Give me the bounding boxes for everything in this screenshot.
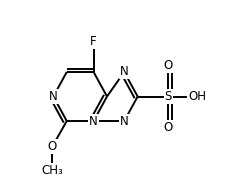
Text: S: S — [165, 90, 172, 103]
Text: F: F — [90, 35, 97, 48]
Text: N: N — [49, 90, 58, 103]
Text: N: N — [89, 114, 98, 128]
Text: O: O — [164, 121, 173, 134]
Text: N: N — [120, 114, 129, 128]
Text: OH: OH — [188, 90, 206, 103]
Text: N: N — [120, 65, 129, 79]
Text: CH₃: CH₃ — [41, 164, 63, 177]
Text: O: O — [164, 59, 173, 72]
Text: O: O — [48, 140, 57, 153]
